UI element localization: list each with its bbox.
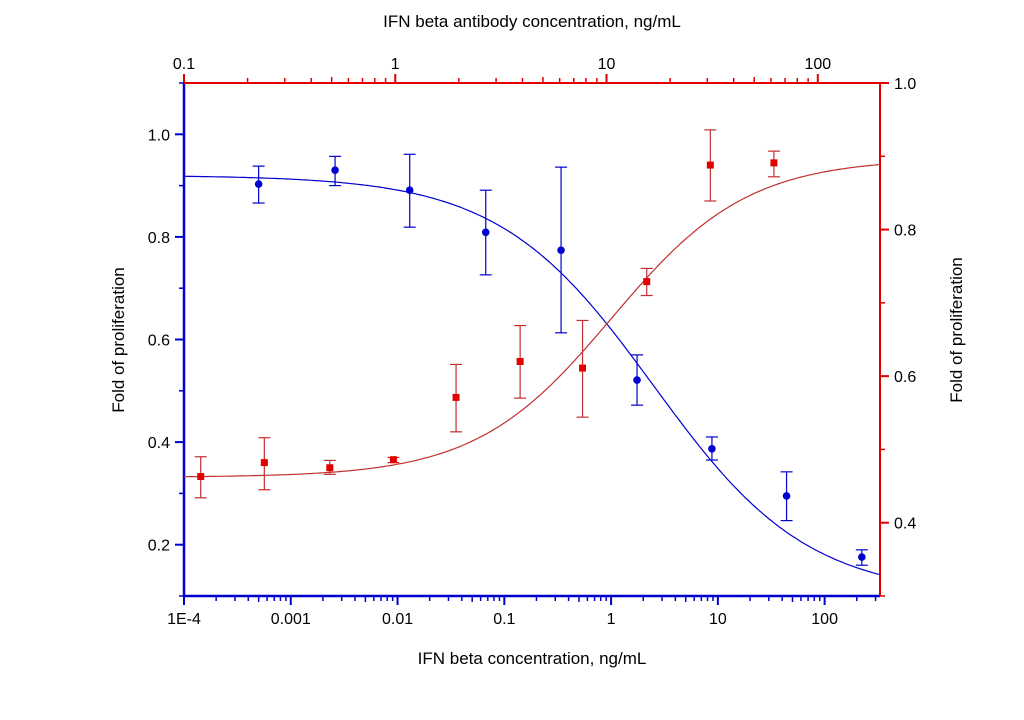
right-axis-label: Fold of proliferation [947,257,966,403]
tick-label: 1.0 [148,127,170,144]
tick-label: 0.6 [148,333,170,350]
tick-label: 0.6 [894,369,916,386]
data-point [481,228,490,237]
data-point [782,492,791,500]
tick-label: 1 [391,56,400,73]
data-point [405,186,414,195]
data-point [858,553,866,561]
left-axis-label: Fold of proliferation [109,267,128,413]
data-point [633,376,641,384]
data-point [326,464,334,472]
tick-label: 0.2 [148,538,170,555]
tick-label: 100 [811,611,838,628]
tick-label: 1 [607,611,616,628]
data-point [579,364,587,372]
data-point [331,166,339,175]
bottom-axis-label: IFN beta concentration, ng/mL [418,649,647,668]
data-point [770,159,778,167]
tick-label: 0.4 [148,435,170,452]
tick-label: 10 [598,56,616,73]
data-point [197,473,205,481]
fit-curve [184,175,881,576]
tick-label: 0.1 [493,611,515,628]
tick-label: 0.8 [148,230,170,247]
data-point [254,180,263,188]
data-point [260,459,268,467]
tick-label: 1E-4 [167,611,201,628]
tick-label: 0.1 [173,56,195,73]
tick-label: 10 [709,611,727,628]
tick-label: 0.01 [382,611,413,628]
tick-label: 0.001 [271,611,311,628]
fit-curve [184,163,881,478]
tick-label: 1.0 [894,76,916,93]
data-point [706,161,714,169]
data-point [557,246,565,255]
data-point [516,357,524,365]
data-point [708,444,716,453]
data-point [643,278,651,286]
data-point [389,456,397,464]
tick-label: 0.8 [894,223,916,240]
data-point [452,393,460,401]
top-axis-label: IFN beta antibody concentration, ng/mL [383,12,681,31]
tick-label: 0.4 [894,516,916,533]
tick-label: 100 [804,56,831,73]
